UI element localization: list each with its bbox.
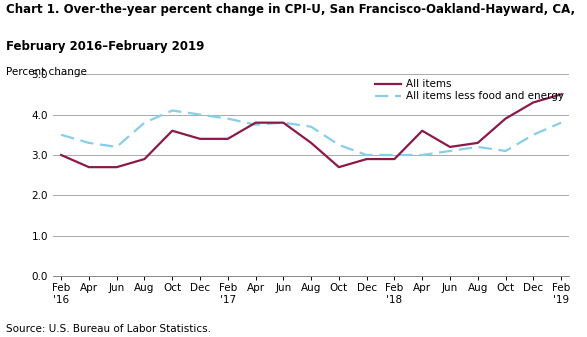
All items bbox=[363, 157, 370, 161]
All items less food and energy bbox=[168, 109, 176, 113]
All items less food and energy bbox=[447, 149, 454, 153]
Line: All items less food and energy: All items less food and energy bbox=[61, 111, 561, 155]
Line: All items: All items bbox=[61, 94, 561, 167]
All items less food and energy bbox=[113, 145, 120, 149]
All items less food and energy bbox=[391, 153, 398, 157]
All items bbox=[168, 129, 176, 133]
All items less food and energy bbox=[419, 153, 426, 157]
All items bbox=[419, 129, 426, 133]
All items bbox=[252, 121, 259, 125]
All items less food and energy bbox=[308, 125, 315, 129]
Text: Chart 1. Over-the-year percent change in CPI-U, San Francisco-Oakland-Hayward, C: Chart 1. Over-the-year percent change in… bbox=[6, 3, 575, 17]
All items less food and energy bbox=[224, 117, 231, 121]
All items bbox=[391, 157, 398, 161]
All items bbox=[224, 137, 231, 141]
Text: Source: U.S. Bureau of Labor Statistics.: Source: U.S. Bureau of Labor Statistics. bbox=[6, 324, 211, 334]
All items bbox=[474, 141, 481, 145]
All items less food and energy bbox=[86, 141, 93, 145]
All items bbox=[113, 165, 120, 169]
Text: February 2016–February 2019: February 2016–February 2019 bbox=[6, 40, 204, 54]
All items bbox=[335, 165, 342, 169]
All items bbox=[141, 157, 148, 161]
All items less food and energy bbox=[363, 153, 370, 157]
All items less food and energy bbox=[335, 143, 342, 147]
All items bbox=[447, 145, 454, 149]
All items less food and energy bbox=[474, 145, 481, 149]
All items bbox=[280, 121, 287, 125]
All items bbox=[197, 137, 204, 141]
All items bbox=[558, 92, 565, 96]
Text: Percent change: Percent change bbox=[6, 67, 87, 78]
All items bbox=[529, 100, 537, 104]
All items bbox=[502, 117, 509, 121]
All items bbox=[58, 153, 65, 157]
Legend: All items, All items less food and energy: All items, All items less food and energ… bbox=[375, 79, 564, 101]
All items less food and energy bbox=[280, 121, 287, 125]
All items less food and energy bbox=[58, 133, 65, 137]
All items less food and energy bbox=[252, 123, 259, 127]
All items less food and energy bbox=[529, 133, 537, 137]
All items less food and energy bbox=[502, 149, 509, 153]
All items bbox=[308, 141, 315, 145]
All items less food and energy bbox=[197, 113, 204, 117]
All items less food and energy bbox=[558, 121, 565, 125]
All items bbox=[86, 165, 93, 169]
All items less food and energy bbox=[141, 121, 148, 125]
